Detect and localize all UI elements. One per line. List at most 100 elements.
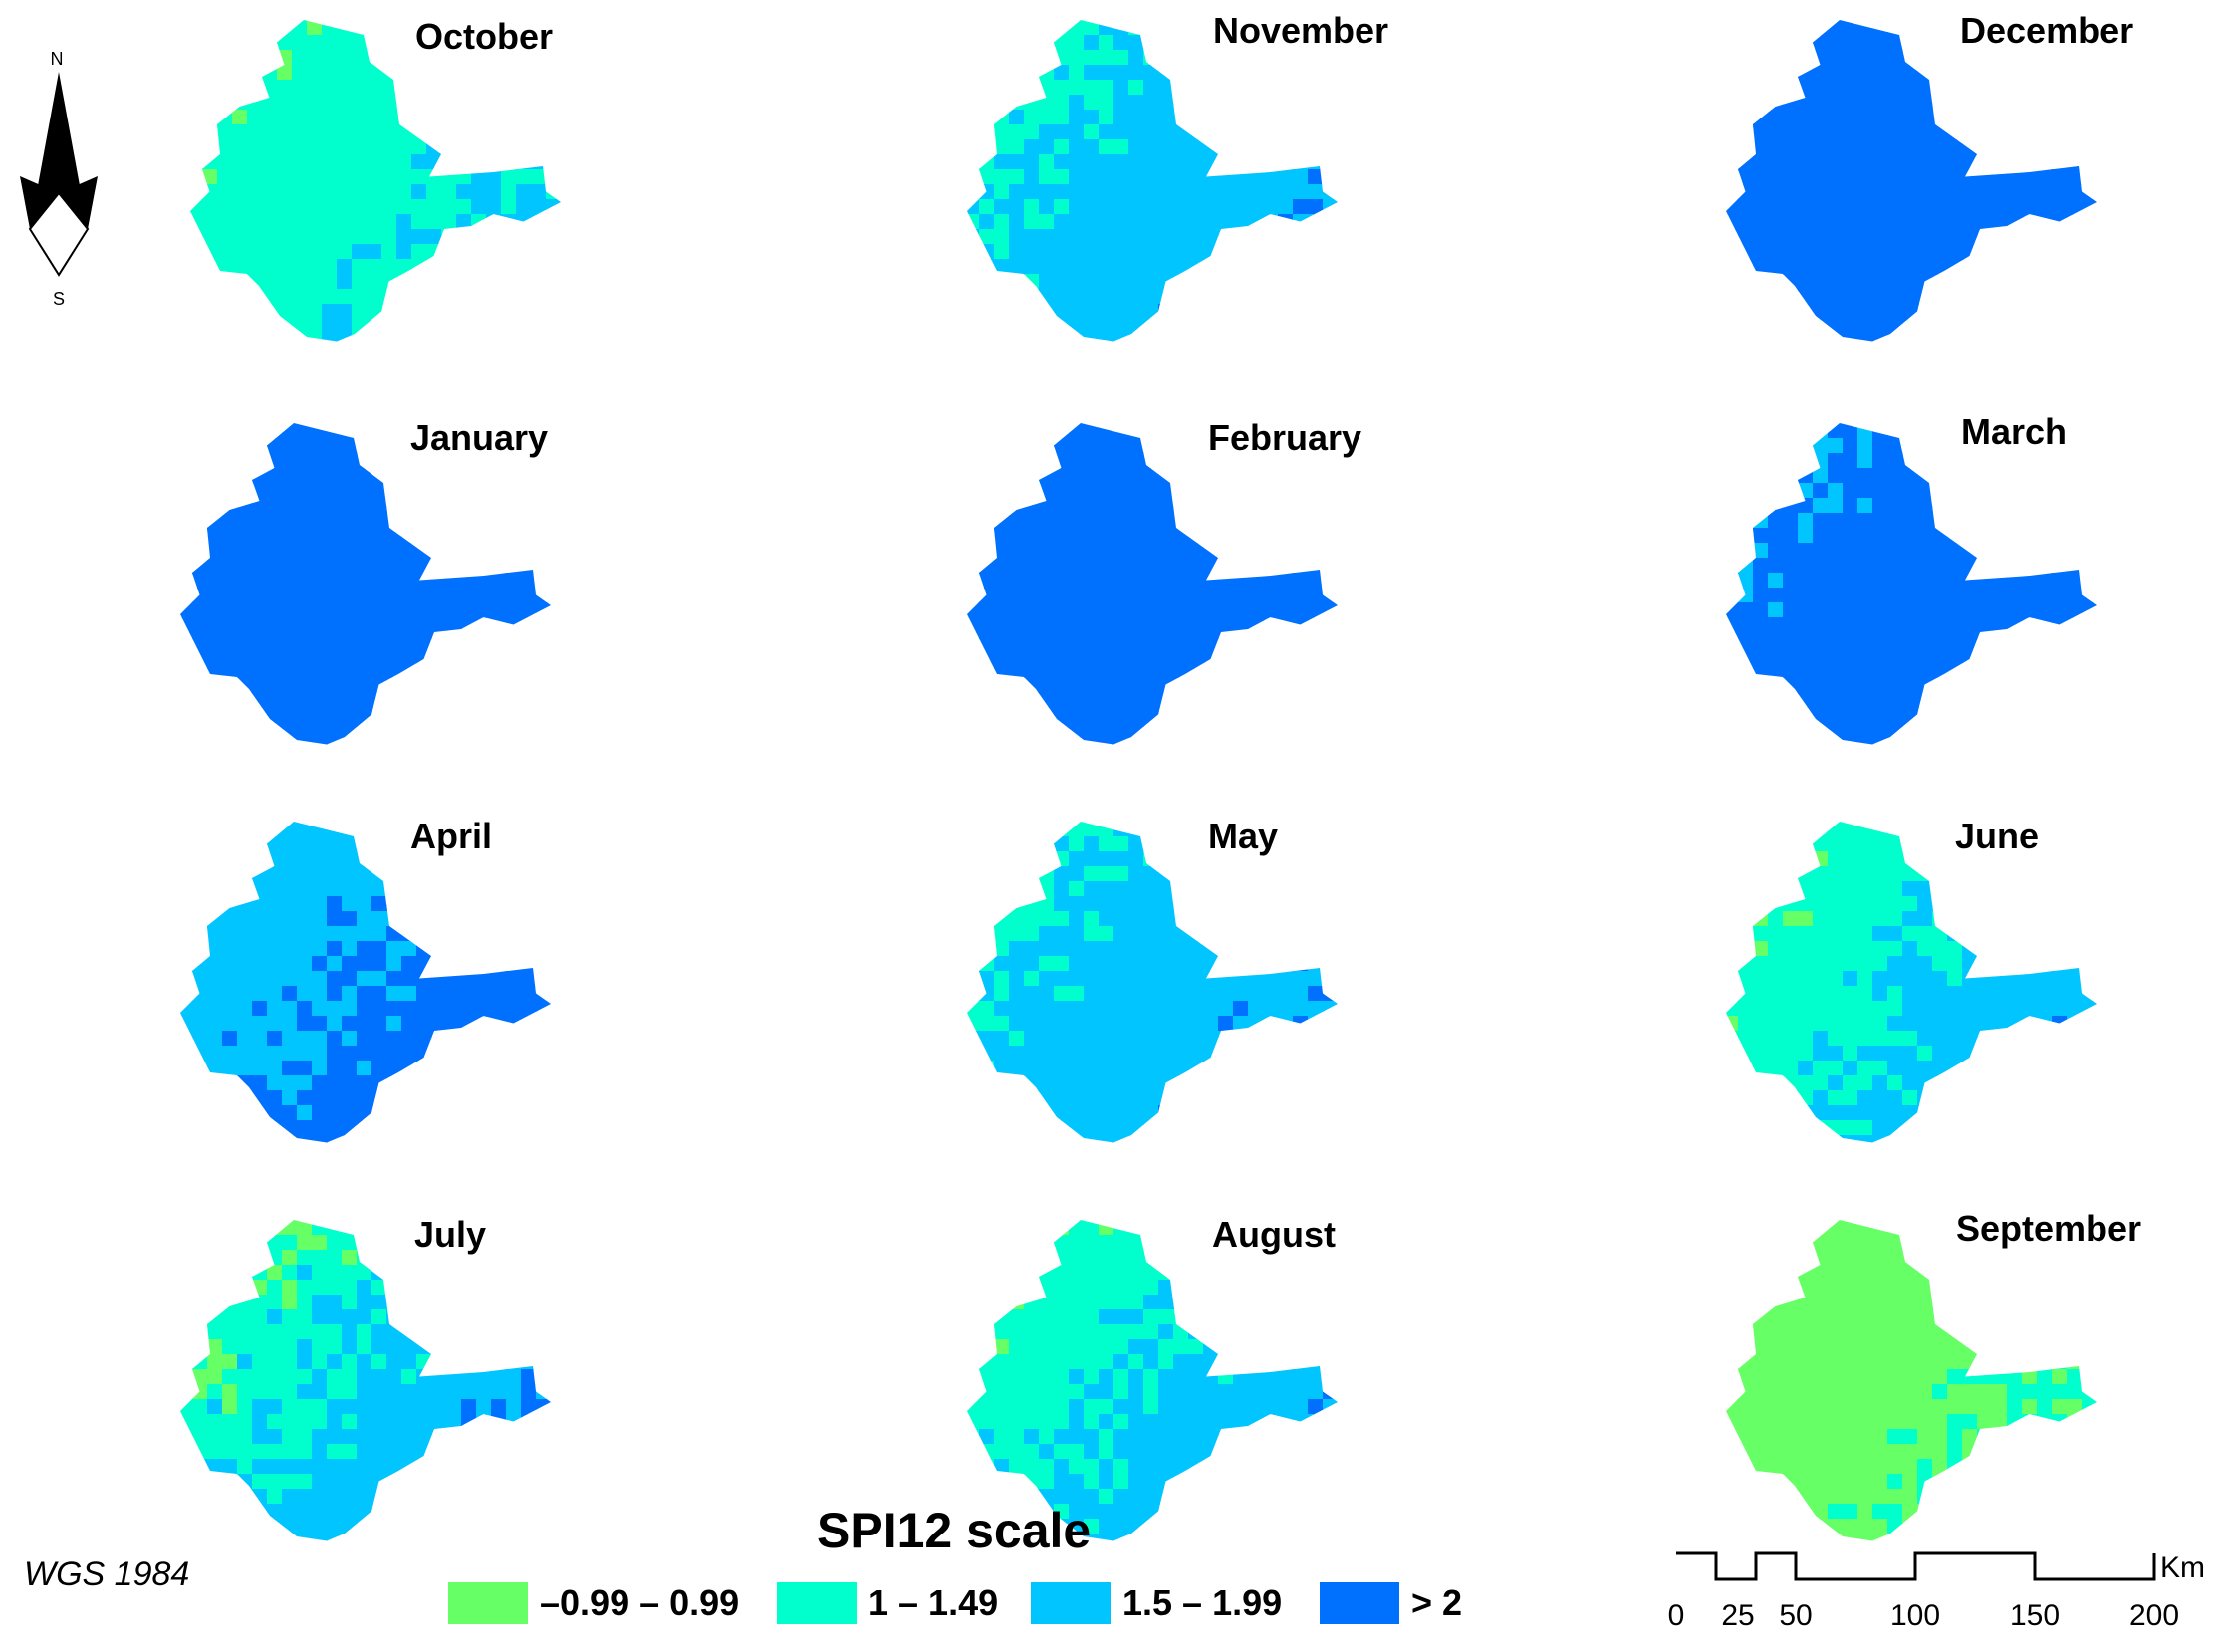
raster-cell	[2037, 1001, 2053, 1017]
raster-cell	[1917, 881, 1933, 897]
raster-cell	[1738, 602, 1754, 618]
raster-cell	[967, 543, 980, 559]
raster-cell	[1173, 304, 1189, 320]
raster-cell	[1233, 1046, 1249, 1062]
raster-cell	[1173, 199, 1189, 215]
raster-cell	[222, 1105, 238, 1121]
raster-cell	[1143, 911, 1159, 927]
raster-cell	[476, 617, 492, 633]
raster-cell	[1308, 986, 1324, 1002]
raster-cell	[1977, 438, 1993, 454]
raster-cell	[967, 737, 980, 745]
raster-cell	[342, 453, 358, 469]
raster-cell	[1738, 20, 1754, 36]
raster-cell	[180, 513, 193, 529]
raster-cell	[297, 528, 313, 544]
raster-cell	[1173, 244, 1189, 260]
raster-cell	[1308, 259, 1324, 275]
raster-cell	[1069, 289, 1085, 305]
raster-cell	[2082, 483, 2097, 499]
raster-cell	[536, 707, 551, 723]
raster-cell	[1278, 483, 1294, 499]
raster-cell	[282, 836, 298, 852]
raster-cell	[501, 334, 517, 342]
raster-cell	[1977, 513, 1993, 529]
raster-cell	[411, 229, 427, 245]
raster-cell	[2022, 139, 2038, 155]
raster-cell	[1977, 528, 1993, 544]
raster-cell	[994, 1105, 1010, 1121]
raster-cell	[1203, 851, 1219, 867]
raster-cell	[202, 304, 218, 320]
raster-cell	[312, 617, 328, 633]
raster-cell	[1783, 20, 1799, 36]
raster-cell	[411, 154, 427, 170]
raster-cell	[192, 1090, 208, 1106]
raster-cell	[207, 722, 223, 738]
raster-cell	[1992, 453, 2008, 469]
raster-cell	[501, 244, 517, 260]
raster-cell	[237, 941, 253, 957]
raster-cell	[1128, 971, 1144, 987]
raster-cell	[1263, 214, 1279, 230]
raster-cell	[396, 259, 412, 275]
raster-cell	[536, 573, 551, 589]
raster-cell	[371, 1001, 387, 1017]
raster-cell	[1902, 602, 1918, 618]
raster-cell	[979, 1075, 995, 1091]
raster-cell	[1143, 1046, 1159, 1062]
raster-cell	[967, 244, 980, 260]
raster-cell	[371, 513, 387, 529]
raster-cell	[282, 662, 298, 678]
raster-cell	[1843, 274, 1858, 290]
raster-cell	[1158, 274, 1174, 290]
raster-cell	[1726, 558, 1739, 574]
raster-cell	[222, 1135, 238, 1143]
raster-cell	[357, 1031, 372, 1047]
raster-cell	[1278, 956, 1294, 972]
raster-cell	[1932, 986, 1948, 1002]
raster-cell	[1843, 20, 1858, 36]
raster-cell	[267, 941, 283, 957]
raster-cell	[1857, 722, 1873, 738]
raster-cell	[1977, 80, 1993, 96]
raster-cell	[1798, 543, 1814, 559]
raster-cell	[1338, 737, 1343, 752]
raster-cell	[994, 483, 1010, 499]
raster-cell	[1233, 971, 1249, 987]
raster-cell	[2052, 214, 2068, 230]
raster-cell	[1024, 453, 1040, 469]
raster-cell	[267, 722, 283, 738]
raster-cell	[1218, 199, 1234, 215]
raster-cell	[1917, 65, 1933, 81]
raster-cell	[1828, 722, 1844, 738]
raster-cell	[521, 677, 537, 693]
raster-cell	[267, 1075, 283, 1091]
raster-cell	[411, 214, 427, 230]
raster-cell	[371, 956, 387, 972]
raster-cell	[1843, 319, 1858, 335]
raster-cell	[2022, 896, 2038, 912]
raster-cell	[1843, 543, 1858, 559]
raster-cell	[322, 169, 338, 185]
raster-cell	[1798, 926, 1814, 942]
raster-cell	[237, 722, 253, 738]
map-december	[1726, 20, 2097, 342]
raster-cell	[426, 319, 442, 335]
raster-cell	[2067, 259, 2083, 275]
raster-cell	[1099, 35, 1114, 51]
raster-cell	[2067, 184, 2083, 200]
raster-cell	[277, 319, 293, 335]
raster-cell	[1113, 677, 1129, 693]
raster-cell	[192, 1061, 208, 1076]
raster-cell	[1783, 692, 1799, 708]
raster-cell	[491, 926, 507, 942]
raster-cell	[1143, 453, 1159, 469]
raster-cell	[446, 971, 462, 987]
raster-cell	[501, 95, 517, 111]
raster-cell	[1009, 244, 1025, 260]
raster-cell	[1857, 543, 1873, 559]
raster-cell	[1248, 692, 1264, 708]
raster-cell	[2052, 498, 2068, 514]
raster-cell	[2067, 110, 2083, 125]
